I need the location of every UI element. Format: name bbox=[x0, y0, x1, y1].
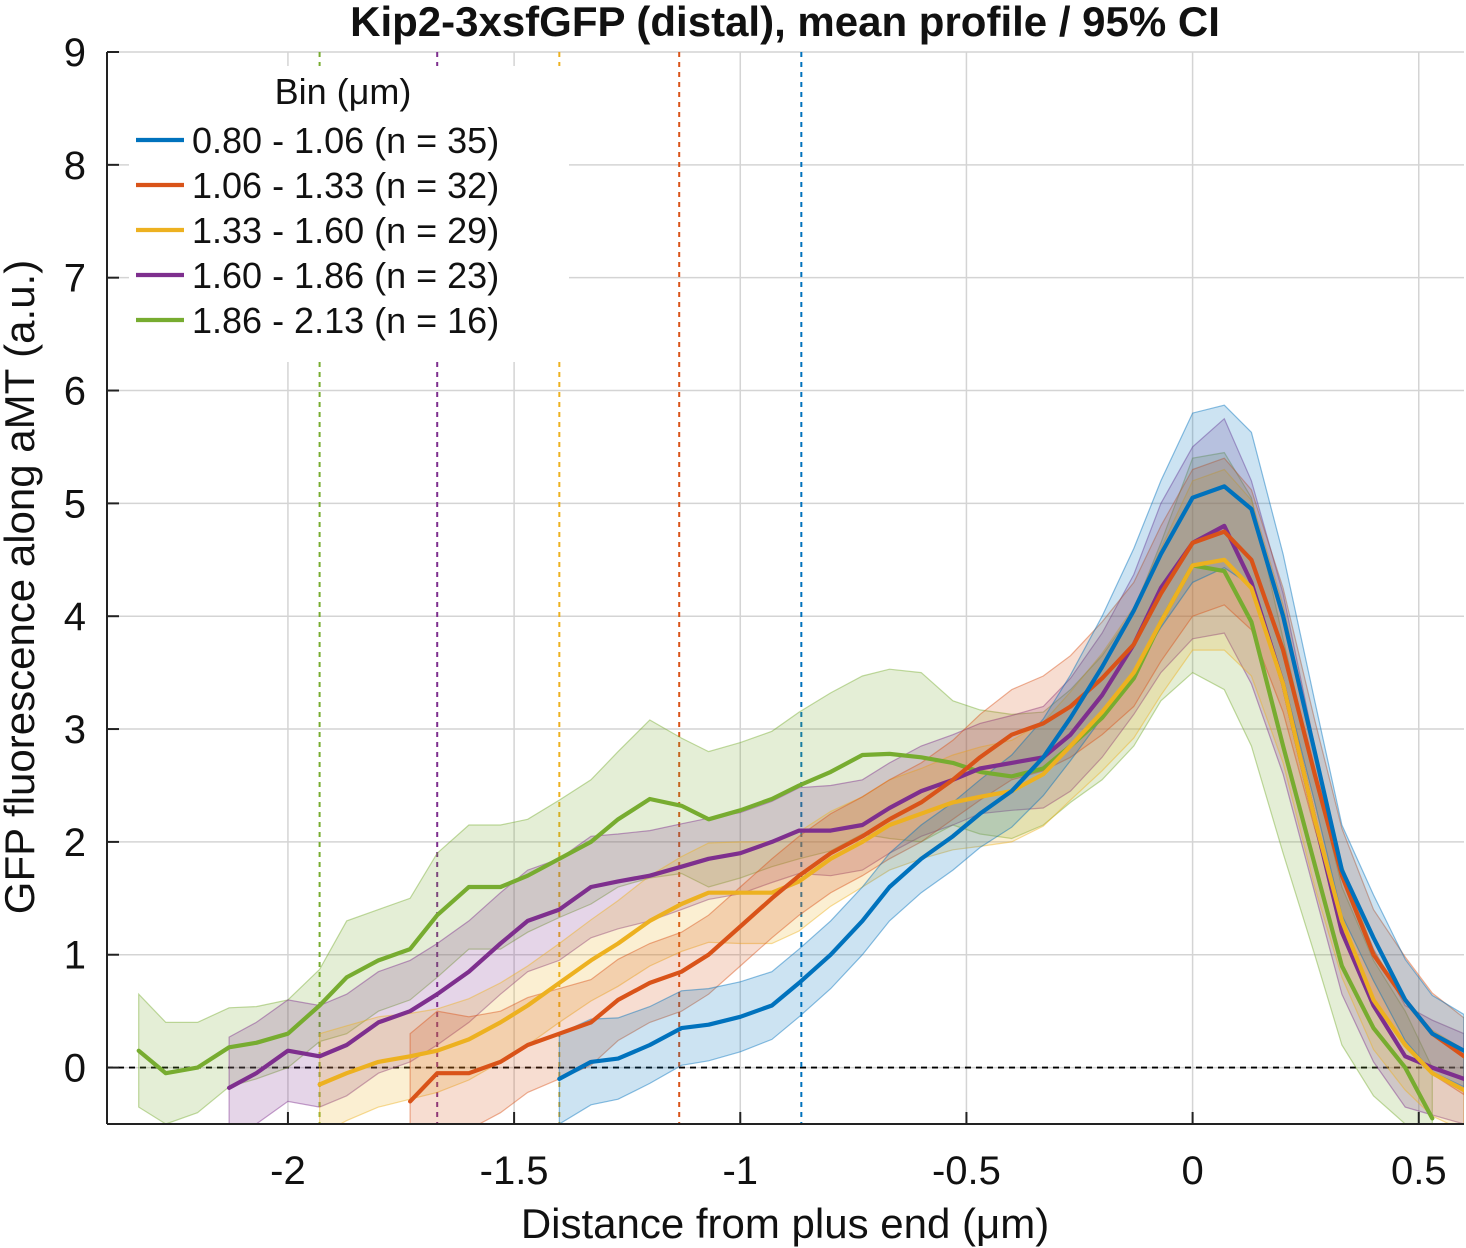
x-tick-label: -2 bbox=[270, 1149, 306, 1193]
bin-cutoff-layer bbox=[318, 52, 803, 1124]
grid-layer bbox=[107, 51, 1464, 1124]
mean-line-layer bbox=[136, 484, 1464, 1121]
y-axis-label: GFP fluorescence along aMT (a.u.) bbox=[0, 260, 43, 914]
y-tick-label: 5 bbox=[64, 482, 86, 526]
y-tick-label: 1 bbox=[64, 934, 86, 978]
legend-entry-1: 0.80 - 1.06 (n = 35) bbox=[192, 120, 499, 161]
x-tick-label: -0.5 bbox=[932, 1149, 1001, 1193]
legend-entry-2: 1.06 - 1.33 (n = 32) bbox=[192, 165, 499, 206]
legend-entry-5: 1.86 - 2.13 (n = 16) bbox=[192, 300, 499, 341]
y-tick-label: 4 bbox=[64, 595, 86, 639]
ci-band-3 bbox=[319, 468, 1464, 1124]
legend-entry-4: 1.60 - 1.86 (n = 23) bbox=[192, 255, 499, 296]
y-tick-label: 2 bbox=[64, 821, 86, 865]
x-tick-labels: -2 -1.5 -1 -0.5 0 0.5 bbox=[270, 1149, 1446, 1193]
y-tick-labels: 0 1 2 3 4 5 6 7 8 9 bbox=[64, 31, 86, 1091]
y-tick-label: 6 bbox=[64, 370, 86, 414]
x-tick-label: -1.5 bbox=[480, 1149, 549, 1193]
series-line-3 bbox=[317, 557, 1464, 1093]
legend-entry-3: 1.33 - 1.60 (n = 29) bbox=[192, 210, 499, 251]
series-line-1 bbox=[557, 484, 1464, 1082]
series-line-2 bbox=[408, 529, 1464, 1104]
chart-title: Kip2-3xsfGFP (distal), mean profile / 95… bbox=[350, 0, 1220, 45]
y-tick-label: 3 bbox=[64, 708, 86, 752]
series-line-5 bbox=[136, 563, 1435, 1121]
ci-band-5 bbox=[138, 451, 1433, 1124]
legend-title: Bin (μm) bbox=[275, 71, 412, 112]
y-tick-label: 8 bbox=[64, 144, 86, 188]
legend: Bin (μm) 0.80 - 1.06 (n = 35)1.06 - 1.33… bbox=[136, 71, 499, 341]
legend-box bbox=[129, 66, 569, 362]
plot-area: Bin (μm) 0.80 - 1.06 (n = 35)1.06 - 1.33… bbox=[106, 51, 1464, 1125]
y-tick-label: 9 bbox=[64, 31, 86, 75]
x-tick-label: 0 bbox=[1181, 1149, 1203, 1193]
x-tick-label: 0.5 bbox=[1391, 1149, 1447, 1193]
x-tick-label: -1 bbox=[722, 1149, 758, 1193]
x-axis-label: Distance from plus end (μm) bbox=[521, 1200, 1049, 1247]
y-tick-label: 0 bbox=[64, 1047, 86, 1091]
axes-layer bbox=[106, 51, 1464, 1125]
y-tick-label: 7 bbox=[64, 257, 86, 301]
